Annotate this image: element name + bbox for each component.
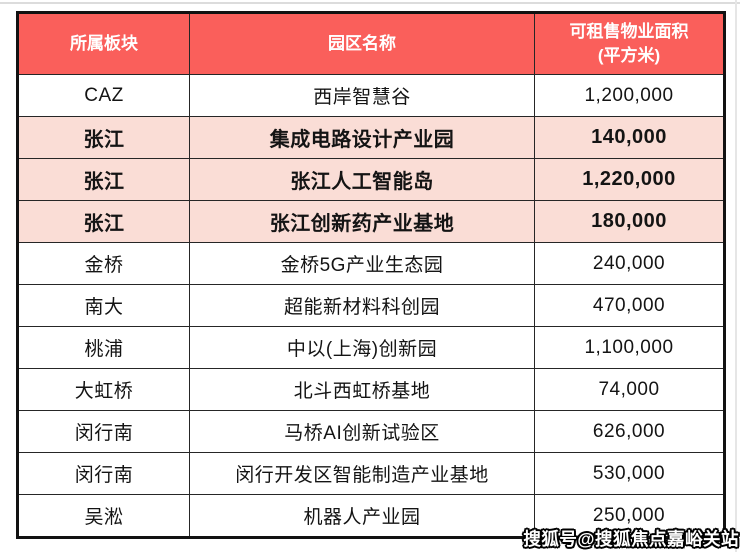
table-body: CAZ 西岸智慧谷 1,200,000 张江 集成电路设计产业园 140,000 张江 张江人… — [17, 74, 725, 538]
table-row: 南大 超能新材料科创园 470,000 — [17, 284, 725, 327]
cell-park: 金桥5G产业生态园 — [189, 242, 535, 285]
cell-area: 180,000 — [534, 200, 725, 243]
cell-area: 74,000 — [534, 368, 725, 411]
top-divider-line — [0, 2, 740, 4]
cell-sector: 大虹桥 — [17, 368, 190, 411]
cell-area: 1,220,000 — [534, 158, 725, 201]
cell-sector: CAZ — [17, 74, 190, 117]
table-row: 闵行南 马桥AI创新试验区 626,000 — [17, 410, 725, 453]
col-header-sector: 所属板块 — [17, 12, 190, 75]
col-header-area-line2: (平方米) — [597, 46, 661, 65]
table-row: 张江 集成电路设计产业园 140,000 — [17, 116, 725, 159]
right-edge-line — [735, 0, 737, 552]
cell-area: 240,000 — [534, 242, 725, 285]
cell-sector: 张江 — [17, 158, 190, 201]
cell-area: 530,000 — [534, 452, 725, 495]
cell-sector: 闵行南 — [17, 410, 190, 453]
header-row: 所属板块 园区名称 可租售物业面积 (平方米) — [17, 12, 725, 75]
table-header: 所属板块 园区名称 可租售物业面积 (平方米) — [17, 12, 725, 75]
table-row: 大虹桥 北斗西虹桥基地 74,000 — [17, 368, 725, 411]
cell-park: 机器人产业园 — [189, 494, 535, 538]
table-row: 张江 张江人工智能岛 1,220,000 — [17, 158, 725, 201]
cell-park: 西岸智慧谷 — [189, 74, 535, 117]
cell-area: 140,000 — [534, 116, 725, 159]
watermark: 搜狐号@搜狐焦点嘉峪关站 — [523, 529, 739, 549]
cell-area: 1,100,000 — [534, 326, 725, 369]
table-row: 金桥 金桥5G产业生态园 240,000 — [17, 242, 725, 285]
cell-area: 1,200,000 — [534, 74, 725, 117]
cell-area: 626,000 — [534, 410, 725, 453]
col-header-park: 园区名称 — [189, 12, 535, 75]
cell-sector: 南大 — [17, 284, 190, 327]
cell-sector: 张江 — [17, 116, 190, 159]
cell-park: 中以(上海)创新园 — [189, 326, 535, 369]
table-row: 闵行南 闵行开发区智能制造产业基地 530,000 — [17, 452, 725, 495]
industrial-parks-table: 所属板块 园区名称 可租售物业面积 (平方米) CAZ 西岸智慧谷 1,200,00… — [16, 11, 726, 539]
cell-area: 250,000 — [534, 494, 725, 538]
table-row: CAZ 西岸智慧谷 1,200,000 — [17, 74, 725, 117]
cell-park: 张江创新药产业基地 — [189, 200, 535, 243]
table-row: 张江 张江创新药产业基地 180,000 — [17, 200, 725, 243]
cell-park: 超能新材料科创园 — [189, 284, 535, 327]
cell-sector: 张江 — [17, 200, 190, 243]
col-header-area: 可租售物业面积 (平方米) — [534, 12, 725, 75]
table-row: 桃浦 中以(上海)创新园 1,100,000 — [17, 326, 725, 369]
cell-park: 北斗西虹桥基地 — [189, 368, 535, 411]
cell-park: 集成电路设计产业园 — [189, 116, 535, 159]
cell-sector: 桃浦 — [17, 326, 190, 369]
cell-area: 470,000 — [534, 284, 725, 327]
cell-park: 马桥AI创新试验区 — [189, 410, 535, 453]
table-row: 吴淞 机器人产业园 250,000 — [17, 494, 725, 538]
cell-sector: 吴淞 — [17, 494, 190, 538]
col-header-area-line1: 可租售物业面积 — [569, 22, 689, 42]
cell-park: 张江人工智能岛 — [189, 158, 535, 201]
cell-sector: 闵行南 — [17, 452, 190, 495]
cell-sector: 金桥 — [17, 242, 190, 285]
cell-park: 闵行开发区智能制造产业基地 — [189, 452, 535, 495]
